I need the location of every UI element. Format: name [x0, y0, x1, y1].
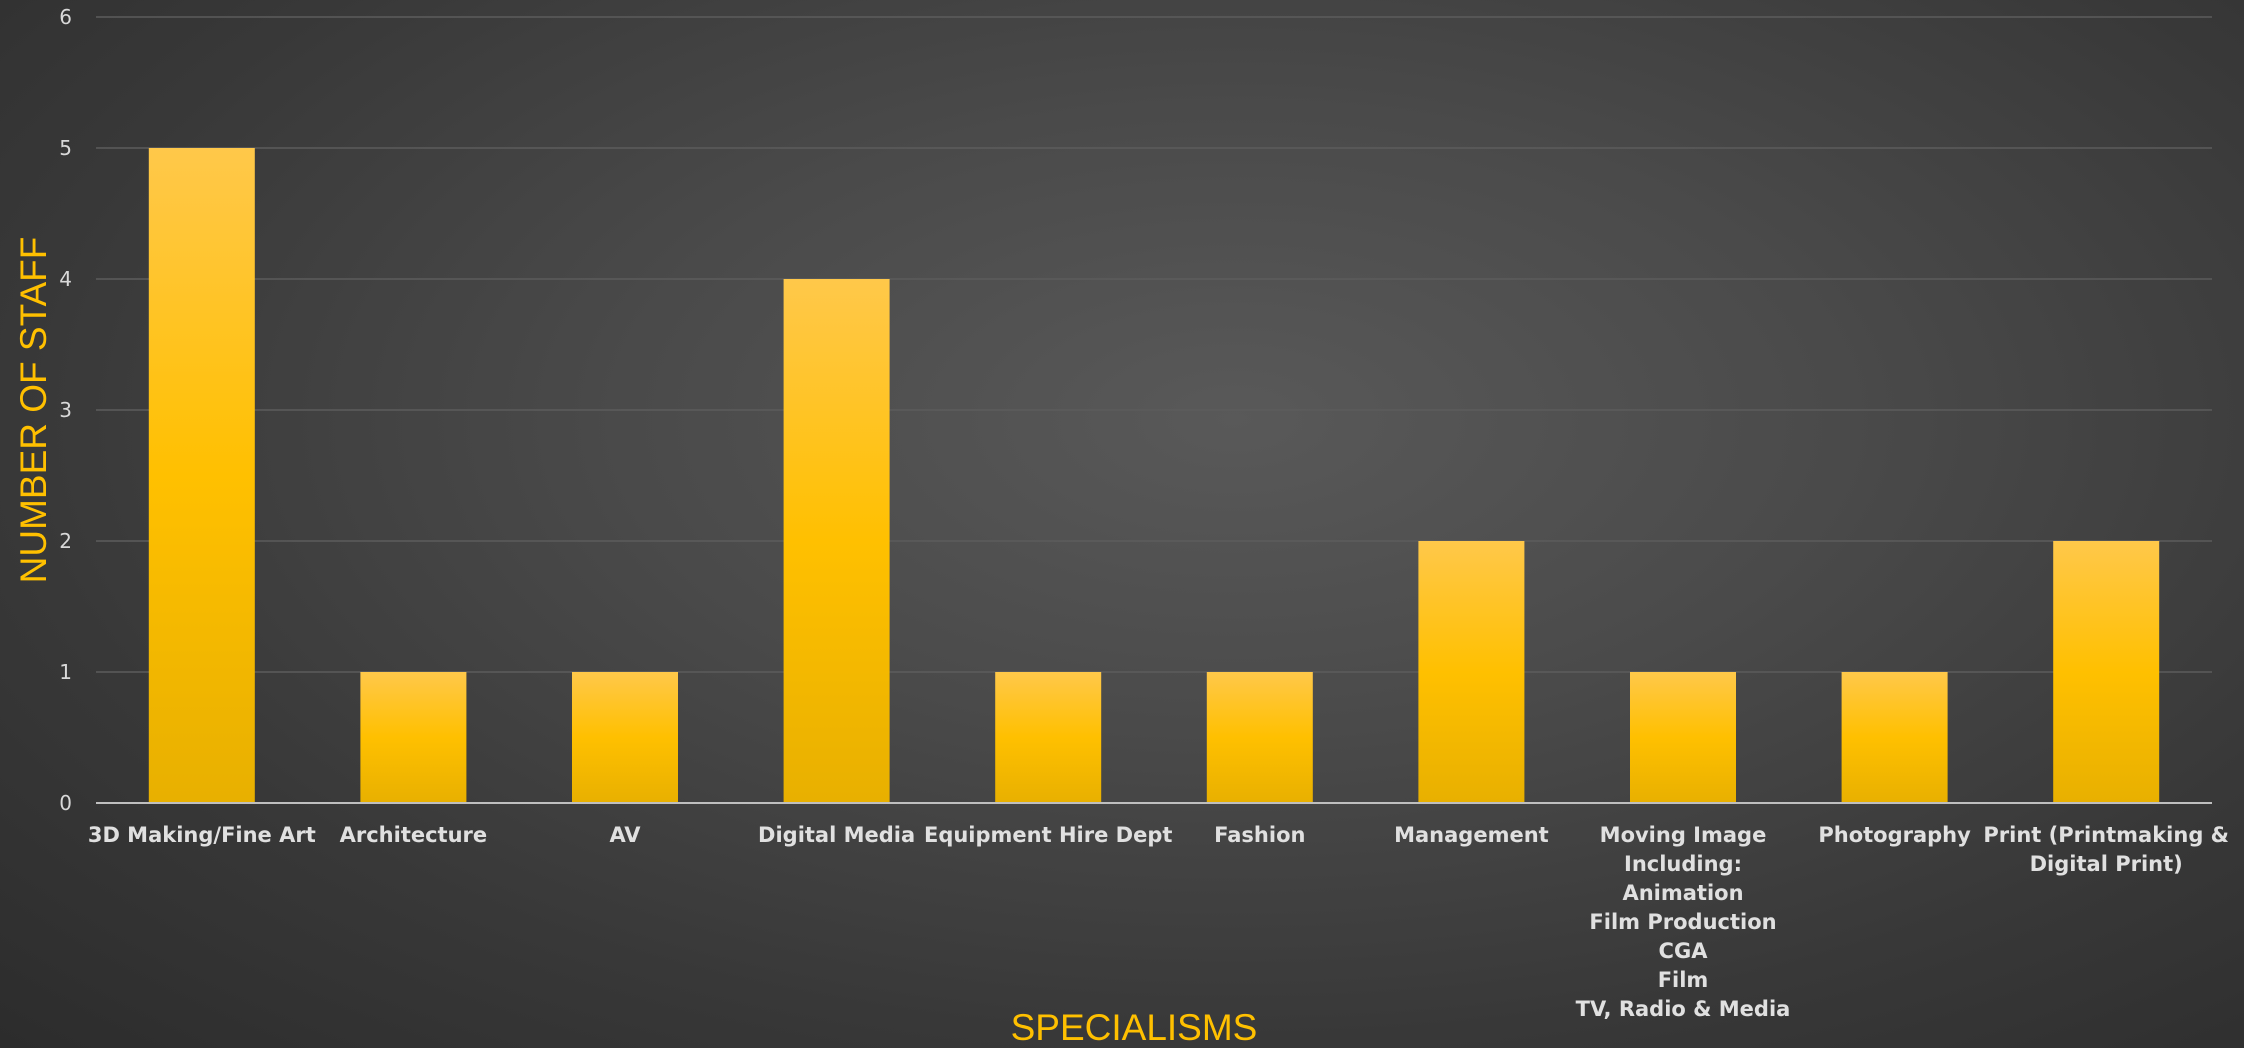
x-tick-label: Fashion: [1214, 823, 1305, 847]
x-tick-label: Digital Media: [758, 823, 915, 847]
x-tick-label: Architecture: [340, 823, 488, 847]
x-tick-label: Print (Printmaking & Digital Print): [1983, 823, 2229, 876]
x-tick-label: Equipment Hire Dept: [924, 823, 1172, 847]
bar: [1630, 672, 1736, 803]
bar: [148, 148, 255, 803]
gridlines: [96, 16, 2212, 673]
y-axis-title: NUMBER OF STAFF: [13, 237, 54, 584]
y-tick-label: 1: [59, 660, 72, 684]
y-tick-label: 3: [59, 398, 72, 422]
x-tick-label: 3D Making/Fine Art: [88, 823, 316, 847]
x-axis-title: SPECIALISMS: [1011, 1007, 1258, 1048]
bar: [995, 672, 1102, 803]
bar: [360, 672, 467, 803]
y-tick-label: 5: [59, 136, 72, 160]
y-tick-label: 0: [59, 791, 72, 815]
bar: [572, 672, 678, 803]
x-tick-label: Moving Image Including: Animation Film Prod…: [1576, 823, 1791, 1021]
y-tick-label: 6: [59, 5, 72, 29]
bar: [2053, 541, 2160, 803]
y-tick-labels: 0 1 2 3 4 5 6: [59, 5, 72, 815]
x-tick-label: Management: [1394, 823, 1549, 847]
bar: [783, 279, 890, 803]
x-tick-label: Photography: [1818, 823, 1971, 847]
x-tick-labels: 3D Making/Fine Art Architecture AV Digital …: [88, 823, 2229, 1021]
y-tick-label: 2: [59, 529, 72, 553]
y-tick-label: 4: [59, 267, 72, 291]
bar: [1841, 672, 1948, 803]
x-tick-label: AV: [609, 823, 641, 847]
bars: [148, 148, 2160, 803]
bar: [1206, 672, 1313, 803]
bar: [1418, 541, 1525, 803]
